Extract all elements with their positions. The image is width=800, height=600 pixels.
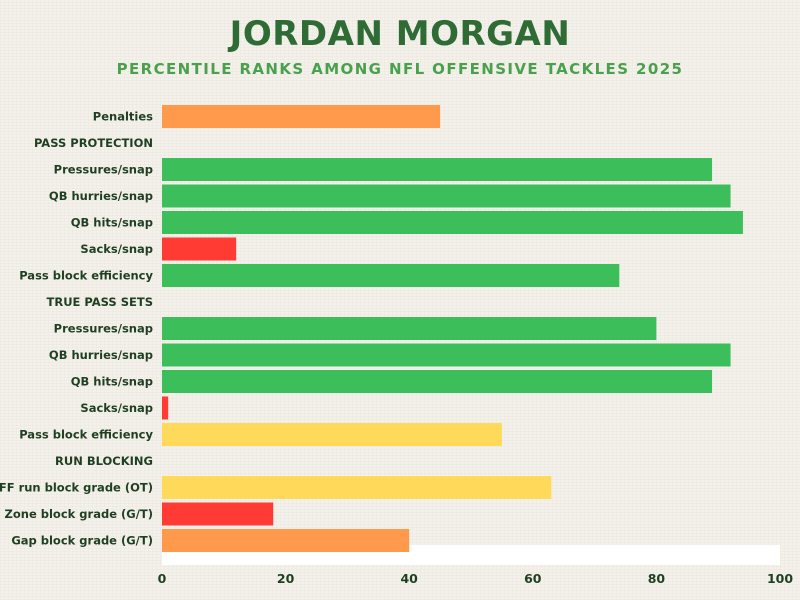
category-label: Pass block efficiency xyxy=(19,269,153,283)
category-label: Pass block efficiency xyxy=(19,428,153,442)
category-label: Sacks/snap xyxy=(80,242,153,256)
x-tick-label: 100 xyxy=(767,571,793,586)
category-label: Pressures/snap xyxy=(54,322,153,336)
section-header-label: TRUE PASS SETS xyxy=(47,295,154,309)
section-header-label: PASS PROTECTION xyxy=(34,136,153,150)
x-tick-label: 80 xyxy=(648,571,666,586)
category-label: QB hits/snap xyxy=(71,375,153,389)
bar xyxy=(162,343,731,367)
bar xyxy=(162,423,502,446)
category-label: Penalties xyxy=(93,110,153,124)
chart-title: JORDAN MORGAN xyxy=(229,14,571,54)
x-tick-label: 0 xyxy=(158,571,167,586)
section-header-label: RUN BLOCKING xyxy=(55,454,153,468)
bar xyxy=(162,476,552,499)
category-label: QB hurries/snap xyxy=(49,189,153,203)
category-label: Sacks/snap xyxy=(80,401,153,415)
bar xyxy=(162,158,713,181)
bar xyxy=(162,264,620,287)
bar xyxy=(162,396,169,420)
bar xyxy=(162,529,410,552)
category-label: Pressures/snap xyxy=(54,163,153,177)
x-tick-label: 60 xyxy=(524,571,542,586)
category-label: QB hits/snap xyxy=(71,216,153,230)
bar xyxy=(162,211,743,234)
x-tick-label: 40 xyxy=(400,571,418,586)
category-label: Zone block grade (G/T) xyxy=(5,507,153,521)
category-label: QB hurries/snap xyxy=(49,348,153,362)
bar xyxy=(162,184,731,208)
bar xyxy=(162,105,441,128)
category-label: PFF run block grade (OT) xyxy=(0,481,153,495)
bar xyxy=(162,237,237,261)
bar xyxy=(162,502,274,526)
chart-subtitle: PERCENTILE RANKS AMONG NFL OFFENSIVE TAC… xyxy=(116,60,684,78)
bar xyxy=(162,317,657,340)
category-label: Gap block grade (G/T) xyxy=(11,534,153,548)
x-tick-label: 20 xyxy=(277,571,295,586)
bar xyxy=(162,370,713,393)
